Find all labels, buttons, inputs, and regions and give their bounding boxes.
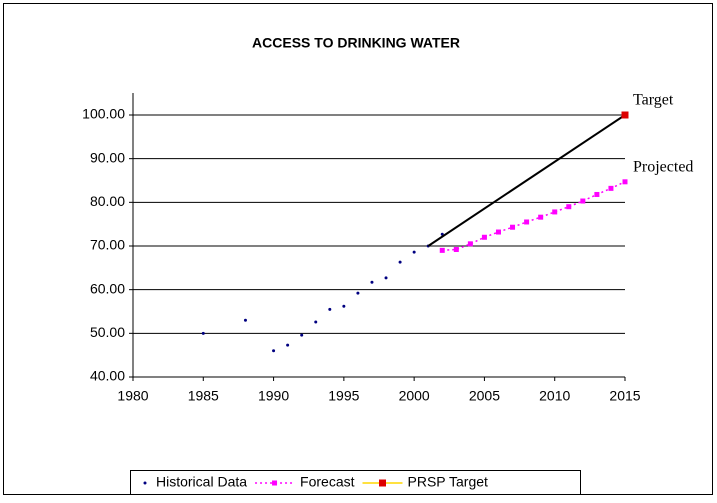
data-point (538, 214, 544, 220)
data-point (201, 331, 205, 335)
data-point (286, 343, 290, 347)
data-point (453, 246, 459, 252)
chart-title: ACCESS TO DRINKING WATER (252, 35, 460, 51)
data-point (328, 307, 332, 311)
legend-label: PRSP Target (408, 474, 489, 490)
data-point (356, 291, 360, 295)
x-tick-label: 2010 (539, 388, 570, 404)
data-point (621, 111, 629, 119)
data-point (467, 241, 473, 247)
data-point (524, 219, 530, 225)
data-point (342, 304, 346, 308)
y-tick-label: 60.00 (90, 280, 125, 296)
data-point (594, 191, 600, 197)
x-tick-label: 1990 (258, 388, 289, 404)
x-tick-label: 1980 (117, 388, 148, 404)
y-tick-label: 40.00 (90, 368, 125, 384)
data-point (314, 320, 318, 324)
data-point (481, 234, 487, 240)
data-point (370, 280, 374, 284)
chart-frame (3, 3, 713, 495)
annotation: Projected (633, 158, 693, 175)
y-tick-label: 90.00 (90, 149, 125, 165)
legend-symbol (379, 479, 386, 487)
data-point (510, 224, 516, 230)
data-point (300, 333, 304, 337)
legend-symbol (272, 480, 278, 486)
data-point (272, 349, 276, 353)
annotation: Target (633, 92, 674, 109)
x-tick-label: 2015 (609, 388, 640, 404)
x-tick-label: 1995 (328, 388, 359, 404)
data-point (439, 247, 445, 253)
legend-box (130, 470, 581, 495)
data-point (566, 204, 572, 210)
x-tick-label: 1985 (188, 388, 219, 404)
y-tick-label: 50.00 (90, 324, 125, 340)
data-point (608, 185, 614, 191)
x-tick-label: 2000 (399, 388, 430, 404)
y-tick-label: 70.00 (90, 237, 125, 253)
legend-label: Historical Data (156, 474, 247, 490)
target-line (427, 114, 626, 247)
y-tick-label: 80.00 (90, 193, 125, 209)
data-point (552, 209, 558, 215)
data-point (622, 179, 628, 185)
data-point (398, 260, 402, 264)
data-point (580, 198, 586, 204)
x-tick-label: 2005 (469, 388, 500, 404)
y-tick-label: 100.00 (82, 106, 125, 122)
legend-symbol (143, 481, 147, 485)
data-point (384, 276, 388, 280)
legend-label: Forecast (300, 474, 355, 490)
data-point (243, 318, 247, 322)
data-point (412, 250, 416, 254)
data-point (495, 229, 501, 235)
